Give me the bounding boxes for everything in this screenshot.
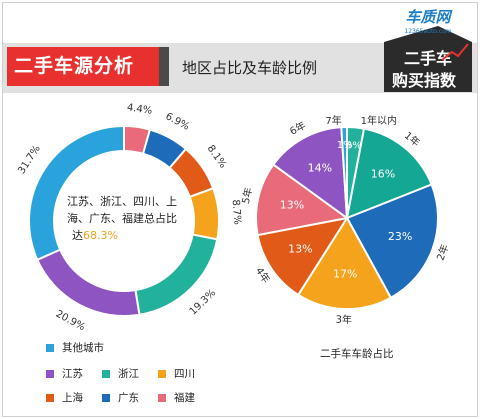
donut-center-text: 江苏、浙江、四川、上 海、广东、福建总占比 达68.3% (67, 195, 177, 242)
legend-swatch (102, 370, 110, 378)
logo-brand: 车质网 (405, 8, 453, 26)
center-text-prefix: 达 (72, 229, 83, 242)
donut-label-3: 8.7% (230, 199, 243, 225)
legend-label: 浙江 (118, 368, 139, 380)
pie-value-label-1: 16% (371, 168, 395, 181)
legend-item-1: 江苏 (46, 366, 83, 381)
legend-swatch (102, 394, 110, 402)
logo-trend-icon (441, 43, 469, 61)
pie-value-label-3: 17% (333, 267, 357, 280)
legend-label: 四川 (174, 368, 195, 380)
legend-label: 广东 (118, 392, 139, 404)
legend-item-3: 四川 (158, 366, 195, 381)
pie-category-label-0: 1年以内 (361, 114, 397, 127)
pie-value-label-2: 23% (388, 230, 412, 243)
legend-swatch (46, 370, 54, 378)
center-text-line2: 海、广东、福建总占比 (67, 211, 177, 225)
donut-label-0: 4.4% (126, 102, 153, 116)
legend-item-4: 上海 (46, 390, 83, 405)
donut-label-6: 31.7% (16, 144, 43, 177)
pie-value-label-4: 13% (288, 243, 312, 256)
age-chart-caption: 二手车车龄占比 (320, 348, 394, 360)
logo-url: 12365auto.com (404, 28, 451, 35)
pie-slice-6 (271, 126, 349, 221)
pie-slice-2 (345, 183, 439, 300)
logo-shape (384, 26, 472, 92)
legend-item-6: 福建 (158, 390, 195, 405)
pie-slice-5 (255, 163, 350, 237)
pie-slice-1 (345, 127, 433, 220)
donut-label-5: 20.9% (54, 309, 87, 334)
donut-label-2: 8.1% (205, 143, 229, 170)
legend-swatch (158, 370, 166, 378)
pie-value-label-6: 14% (308, 162, 332, 175)
center-text-value: 68.3% (83, 229, 118, 242)
legend: 其他城市江苏 浙江 四川上海 广东 福建 (46, 340, 266, 415)
logo-line2: 购买指数 (392, 71, 457, 90)
legend-swatch (46, 344, 54, 352)
pie-value-label-0: 3% (346, 141, 362, 152)
header-divider (159, 47, 169, 86)
pie-value-label-7: 1% (337, 140, 353, 151)
page-title: 二手车源分析 (14, 55, 135, 77)
center-text-line1: 江苏、浙江、四川、上 (67, 195, 177, 208)
pie-category-label-3: 3年 (335, 313, 352, 327)
donut-slice-3 (188, 186, 220, 241)
pie-category-label-2: 2年 (434, 242, 452, 262)
legend-item-0: 其他城市 (46, 340, 104, 355)
legend-label: 其他城市 (62, 342, 104, 354)
legend-label: 江苏 (62, 368, 83, 380)
center-text-line3: 达68.3% (72, 229, 118, 242)
legend-swatch (158, 394, 166, 402)
legend-label: 上海 (62, 392, 83, 404)
legend-item-2: 浙江 (102, 366, 139, 381)
legend-label: 福建 (174, 392, 195, 404)
pie-category-label-6: 6年 (287, 119, 308, 138)
pie-slice-4 (256, 216, 350, 297)
legend-swatch (46, 394, 54, 402)
page-subtitle: 地区占比及车龄比例 (182, 59, 318, 77)
pie-category-label-5: 5年 (239, 186, 255, 205)
pie-category-label-7: 7年 (325, 114, 341, 127)
pie-slice-3 (296, 216, 393, 310)
donut-slice-6 (28, 124, 125, 262)
pie-slice-7 (340, 125, 348, 219)
pie-category-label-1: 1年 (402, 129, 423, 149)
legend-item-5: 广东 (102, 390, 139, 405)
donut-label-4: 19.3% (188, 287, 218, 317)
donut-slice-5 (35, 248, 141, 317)
logo-line1: 二手车 (404, 49, 452, 68)
brand-logo: 车质网 12365auto.com 二手车 购买指数 (384, 8, 472, 92)
header-title-block (7, 47, 159, 86)
pie-value-label-5: 13% (280, 199, 304, 212)
donut-label-1: 6.9% (163, 111, 191, 133)
